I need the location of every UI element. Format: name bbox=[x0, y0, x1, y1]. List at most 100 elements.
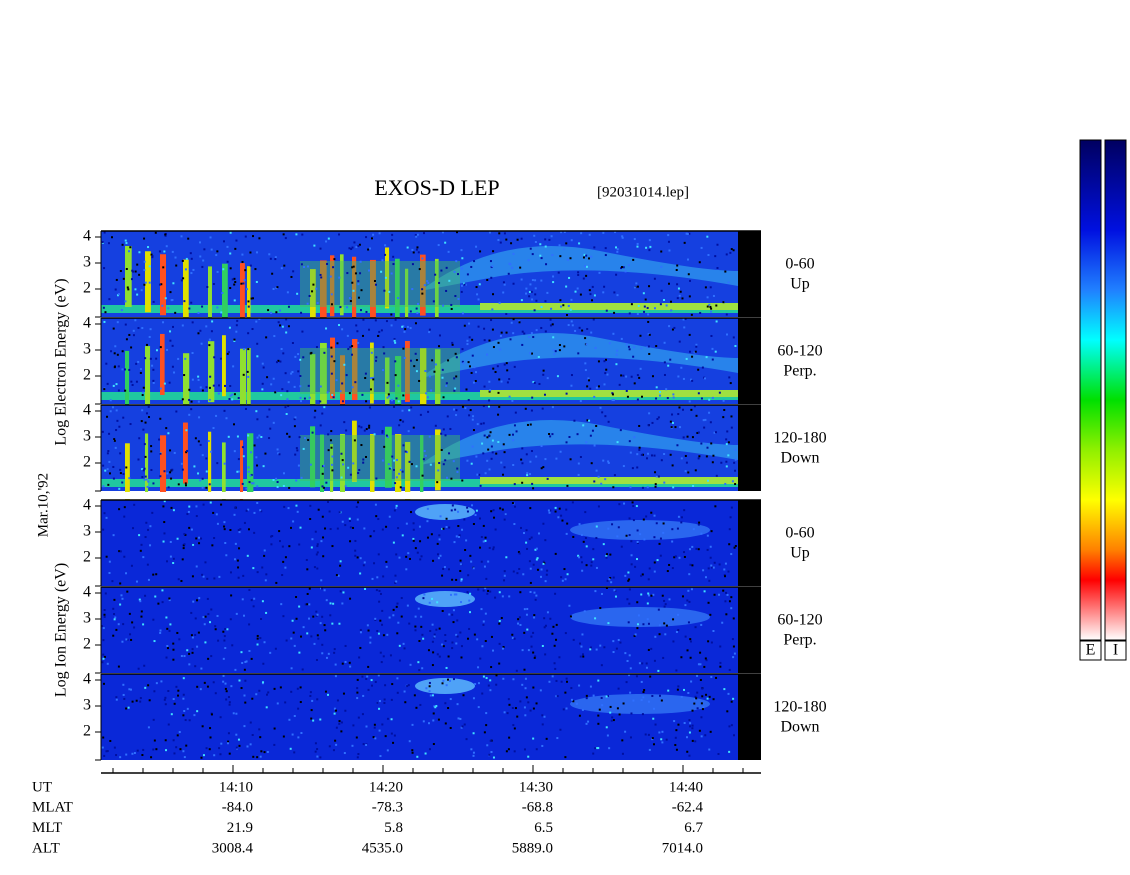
noise bbox=[493, 516, 496, 519]
noise bbox=[142, 386, 145, 389]
noise bbox=[546, 477, 549, 480]
noise bbox=[427, 649, 430, 652]
noise bbox=[632, 519, 635, 522]
noise bbox=[577, 473, 580, 476]
noise bbox=[459, 559, 462, 562]
noise bbox=[414, 615, 417, 618]
noise bbox=[103, 613, 106, 616]
noise bbox=[259, 736, 262, 739]
noise bbox=[472, 697, 475, 700]
noise bbox=[417, 607, 420, 610]
noise bbox=[256, 342, 259, 345]
noise bbox=[244, 701, 247, 704]
noise bbox=[497, 440, 500, 443]
noise bbox=[205, 457, 208, 460]
noise bbox=[686, 233, 689, 236]
noise bbox=[169, 540, 172, 543]
noise bbox=[426, 396, 429, 399]
noise bbox=[190, 408, 193, 411]
noise bbox=[418, 525, 421, 528]
noise bbox=[611, 523, 614, 526]
noise bbox=[476, 473, 479, 476]
noise bbox=[585, 697, 588, 700]
noise bbox=[551, 433, 554, 436]
spectrogram-bg bbox=[101, 231, 738, 317]
y-tick-label: 2 bbox=[83, 367, 91, 384]
noise bbox=[242, 574, 245, 577]
noise bbox=[457, 510, 460, 513]
noise bbox=[624, 730, 627, 733]
noise bbox=[147, 480, 150, 483]
noise bbox=[122, 416, 125, 419]
noise bbox=[330, 446, 333, 449]
noise bbox=[383, 289, 386, 292]
noise bbox=[653, 277, 656, 280]
noise bbox=[713, 593, 716, 596]
noise bbox=[653, 707, 656, 710]
noise bbox=[511, 433, 514, 436]
noise bbox=[409, 511, 412, 514]
noise bbox=[429, 463, 432, 466]
noise bbox=[452, 678, 455, 681]
noise bbox=[205, 386, 208, 389]
noise bbox=[288, 545, 291, 548]
noise bbox=[491, 451, 494, 454]
noise bbox=[122, 683, 125, 686]
noise bbox=[294, 416, 297, 419]
noise bbox=[663, 622, 666, 625]
noise bbox=[114, 288, 117, 291]
noise bbox=[582, 424, 585, 427]
noise bbox=[442, 567, 445, 570]
noise bbox=[313, 566, 316, 569]
noise bbox=[495, 674, 498, 677]
noise bbox=[608, 342, 611, 345]
noise bbox=[414, 629, 417, 632]
noise bbox=[249, 474, 252, 477]
noise bbox=[277, 321, 280, 324]
noise bbox=[729, 251, 732, 254]
electron-axis-label: Log Electron Energy (eV) bbox=[53, 278, 70, 445]
noise bbox=[503, 574, 506, 577]
noise bbox=[140, 543, 143, 546]
noise bbox=[167, 307, 170, 310]
noise bbox=[543, 715, 546, 718]
noise bbox=[647, 424, 650, 427]
noise bbox=[351, 744, 354, 747]
noise bbox=[392, 608, 395, 611]
noise bbox=[642, 691, 645, 694]
noise bbox=[698, 729, 701, 732]
noise bbox=[549, 318, 552, 321]
noise bbox=[251, 297, 254, 300]
noise bbox=[381, 429, 384, 432]
noise bbox=[216, 306, 219, 309]
noise bbox=[106, 382, 109, 385]
noise bbox=[629, 486, 632, 489]
noise bbox=[368, 406, 371, 409]
noise bbox=[324, 690, 327, 693]
row-value: -84.0 bbox=[222, 800, 253, 816]
noise bbox=[411, 288, 414, 291]
noise bbox=[442, 428, 445, 431]
noise bbox=[636, 453, 639, 456]
noise bbox=[643, 689, 646, 692]
noise bbox=[390, 324, 393, 327]
noise bbox=[610, 719, 613, 722]
noise bbox=[418, 268, 421, 271]
noise bbox=[447, 250, 450, 253]
noise bbox=[511, 266, 514, 269]
noise bbox=[394, 360, 397, 363]
data-gap bbox=[738, 587, 761, 673]
noise bbox=[488, 435, 491, 438]
noise bbox=[102, 306, 105, 309]
noise bbox=[691, 436, 694, 439]
noise bbox=[199, 479, 202, 482]
noise bbox=[199, 688, 202, 691]
noise bbox=[563, 248, 566, 251]
noise bbox=[671, 413, 674, 416]
noise bbox=[609, 576, 612, 579]
noise bbox=[530, 536, 533, 539]
noise bbox=[119, 582, 122, 585]
noise bbox=[567, 304, 570, 307]
noise bbox=[338, 622, 341, 625]
noise bbox=[449, 593, 452, 596]
